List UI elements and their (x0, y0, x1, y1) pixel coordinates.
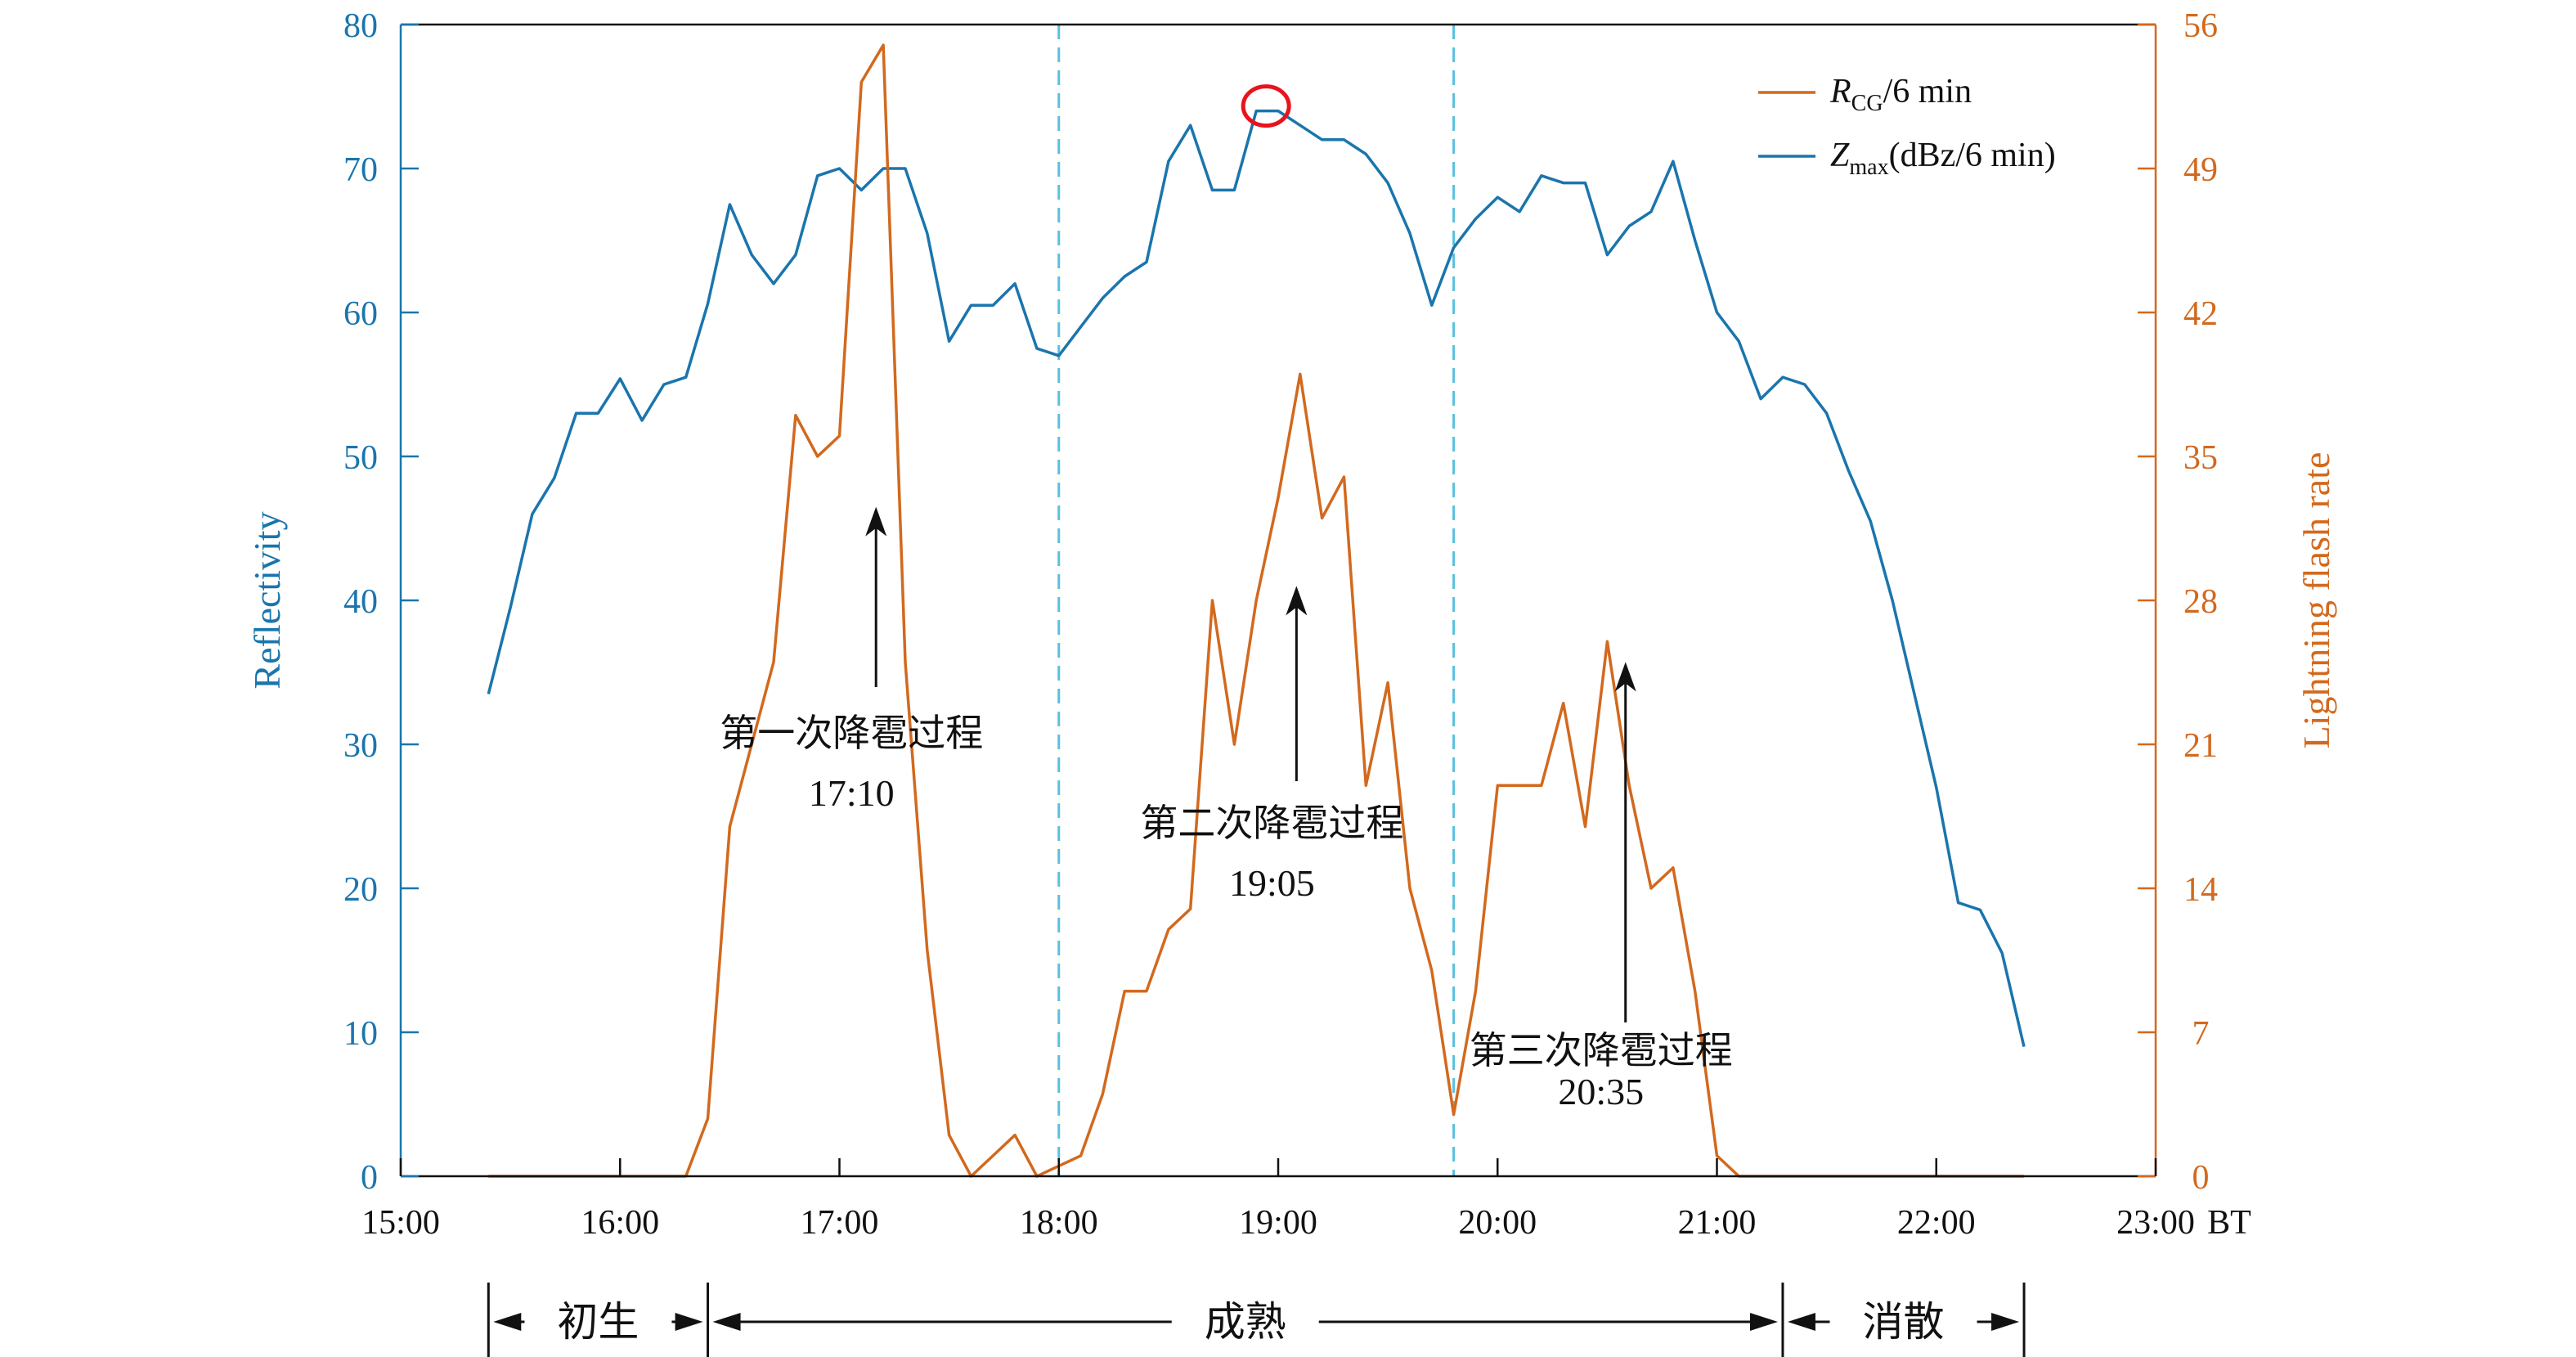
right-axis-title: Lightning flash rate (2296, 452, 2337, 749)
right-tick-label: 21 (2183, 727, 2218, 765)
annotation-label: 第三次降雹过程 (1470, 1030, 1733, 1072)
x-tick-label: 21:00 (1678, 1204, 1757, 1242)
legend-entry: Zmax(dBz/6 min) (1830, 137, 2056, 180)
series-layer (487, 43, 2026, 1178)
stage-label: 初生 (557, 1299, 639, 1345)
left-axis-title: Reflectivity (246, 511, 288, 689)
legend-subscript: max (1849, 155, 1888, 180)
stage-arrowhead-right (1991, 1313, 2020, 1331)
annotation-time: 20:35 (1558, 1071, 1644, 1112)
annotation-arrow-head (1286, 586, 1308, 616)
right-tick-label: 14 (2183, 871, 2218, 909)
stage-arrowhead-right (675, 1313, 703, 1331)
left-tick-label: 20 (343, 871, 378, 909)
x-tick-label: 16:00 (581, 1204, 659, 1242)
right-tick-label: 35 (2183, 439, 2218, 477)
stage-label: 成熟 (1205, 1299, 1286, 1345)
legend-entry: RCG/6 min (1829, 73, 1972, 116)
legend-suffix: /6 min (1883, 73, 1972, 110)
left-tick-label: 40 (343, 583, 378, 621)
right-tick-label: 49 (2183, 151, 2218, 189)
legend-symbol: Z (1830, 137, 1850, 174)
tick-layer: 0 10 20 30 40 50 60 70 80 0 7 14 21 28 35 42 49 56 15:00 16… (246, 7, 2337, 1242)
stage-arrowhead-left (1787, 1313, 1815, 1331)
left-tick-label: 0 (361, 1159, 378, 1197)
stage-label: 消散 (1863, 1299, 1945, 1345)
right-tick-label: 56 (2183, 7, 2218, 45)
x-tick-label: 17:00 (801, 1204, 879, 1242)
x-tick-label: 15:00 (361, 1204, 440, 1242)
x-unit-label: BT (2207, 1204, 2251, 1242)
x-tick-label: 20:00 (1458, 1204, 1537, 1242)
x-tick-label: 18:00 (1020, 1204, 1098, 1242)
legend: RCG/6 min Zmax(dBz/6 min) (1758, 73, 2056, 180)
right-tick-label: 28 (2183, 583, 2218, 621)
annotation-time: 17:10 (809, 772, 895, 814)
left-tick-label: 50 (343, 439, 378, 477)
left-tick-label: 80 (343, 7, 378, 45)
lightning-series-line (488, 43, 2024, 1178)
right-tick-label: 7 (2192, 1015, 2210, 1053)
x-tick-label: 22:00 (1897, 1204, 1976, 1242)
left-tick-label: 70 (343, 151, 378, 189)
stage-dividers (1057, 25, 1456, 1176)
reflectivity-series-line (487, 109, 2026, 1047)
legend-subscript: CG (1851, 91, 1883, 116)
stage-arrowhead-left (493, 1313, 522, 1331)
x-tick-label: 19:00 (1239, 1204, 1317, 1242)
annotation-time: 19:05 (1229, 862, 1315, 904)
stage-arrowhead-left (712, 1313, 741, 1331)
annotation-label: 第二次降雹过程 (1140, 802, 1403, 844)
left-tick-label: 60 (343, 295, 378, 333)
right-tick-label: 42 (2183, 295, 2218, 333)
annotation-arrow-head (865, 506, 887, 537)
left-tick-label: 30 (343, 727, 378, 765)
left-tick-label: 10 (343, 1015, 378, 1053)
stage-arrowhead-right (1749, 1313, 1778, 1331)
legend-symbol: R (1829, 73, 1851, 110)
x-tick-label: 23:00 (2116, 1204, 2195, 1242)
annotation-arrow-head (1614, 662, 1636, 692)
annotation-label: 第一次降雹过程 (720, 712, 983, 754)
right-tick-label: 0 (2192, 1159, 2210, 1197)
legend-suffix: (dBz/6 min) (1889, 137, 2056, 174)
development-stages: 初生 成熟 消散 (487, 1283, 2026, 1357)
peak-marker-ring (1241, 84, 1291, 128)
